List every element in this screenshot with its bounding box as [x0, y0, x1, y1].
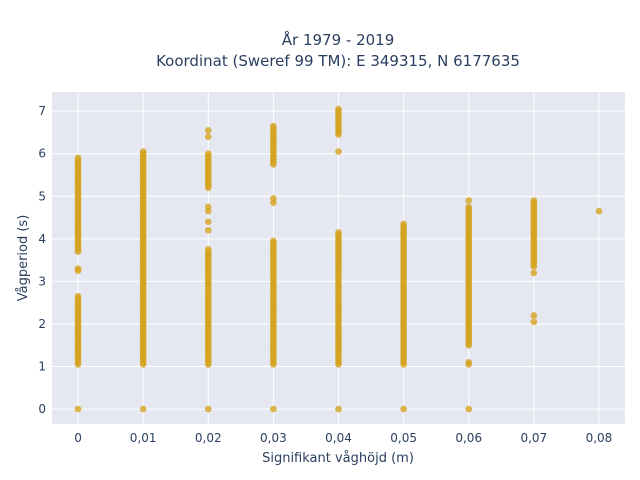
data-point: [74, 293, 82, 300]
data-point: [139, 148, 147, 155]
data-point: [465, 203, 473, 211]
data-point: [204, 246, 212, 253]
data-point: [335, 148, 342, 155]
x-tick-label: 0,01: [130, 431, 157, 445]
chart-title-line2: Koordinat (Sweref 99 TM): E 349315, N 61…: [156, 52, 520, 70]
x-tick-label: 0,08: [586, 431, 613, 445]
x-tick-label: 0,04: [325, 431, 352, 445]
data-point: [465, 197, 473, 204]
x-tick-label: 0: [74, 431, 82, 445]
data-point: [400, 220, 407, 228]
data-point: [270, 405, 277, 413]
data-point: [74, 405, 82, 413]
data-point: [530, 269, 538, 277]
chart-title-line1: År 1979 - 2019: [282, 30, 395, 49]
y-tick-label: 7: [38, 104, 46, 118]
data-point: [530, 312, 538, 319]
tick-labels: 0 0,01 0,02 0,03 0,04 0,05 0,06 0,07 0,08 0 1 2 3 4 5 6…: [38, 104, 612, 445]
y-tick-label: 1: [38, 360, 46, 374]
x-tick-label: 0,05: [390, 431, 417, 445]
y-axis-title: Vågperiod (s): [16, 215, 31, 302]
y-tick-label: 6: [38, 147, 46, 161]
data-point: [400, 405, 407, 413]
y-tick-label: 4: [38, 232, 46, 246]
data-point: [270, 195, 277, 202]
data-point: [139, 405, 147, 413]
data-point: [204, 133, 212, 140]
x-axis-title: Signifikant våghöjd (m): [262, 451, 414, 466]
data-point: [204, 127, 212, 134]
data-point: [204, 218, 212, 226]
data-points: [74, 105, 603, 413]
y-tick-label: 2: [38, 317, 46, 331]
x-tick-label: 0,07: [520, 431, 547, 445]
x-tick-label: 0,02: [195, 431, 222, 445]
data-point: [204, 227, 212, 234]
data-point: [530, 197, 538, 204]
data-point: [204, 203, 212, 211]
data-point: [204, 150, 212, 158]
y-tick-label: 0: [38, 402, 46, 416]
data-point: [270, 237, 277, 245]
data-point: [335, 105, 342, 113]
data-point: [335, 405, 342, 413]
data-point: [270, 122, 277, 130]
data-point: [530, 318, 538, 326]
x-tick-label: 0,03: [260, 431, 287, 445]
data-point: [74, 267, 82, 275]
data-point: [335, 229, 342, 236]
data-point: [595, 207, 603, 215]
data-point: [74, 154, 82, 162]
y-tick-label: 5: [38, 189, 46, 203]
x-tick-label: 0,06: [455, 431, 482, 445]
data-point: [465, 405, 473, 413]
data-point: [204, 405, 212, 413]
data-point: [465, 358, 473, 366]
y-tick-label: 3: [38, 274, 46, 288]
